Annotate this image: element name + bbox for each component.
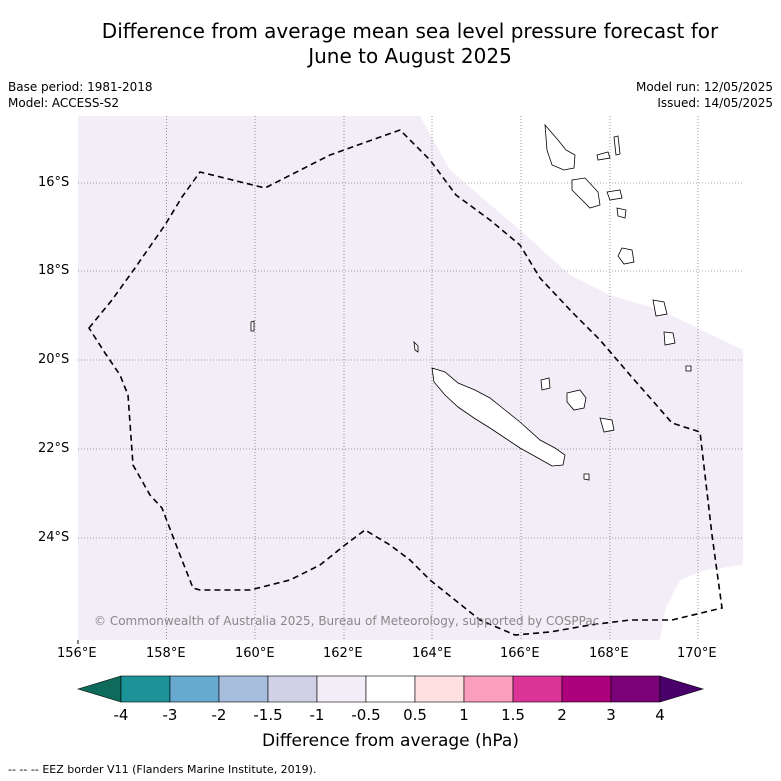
colorbar-bin-4 [316, 675, 367, 703]
colorbar-below-arrow [76, 675, 122, 703]
lat-label-22s: 22°S [38, 441, 70, 456]
lat-label-18s: 18°S [38, 263, 70, 278]
colorbar-tick-4: -1 [309, 706, 325, 724]
meta-left: Base period: 1981-2018 Model: ACCESS-S2 [8, 79, 153, 111]
colorbar-tick-3: -1.5 [253, 706, 283, 724]
island-loyalty-3 [540, 377, 551, 391]
lon-label-158e: 158°E [146, 646, 186, 661]
colorbar-bin-8 [512, 675, 563, 703]
model-run: Model run: 12/05/2025 [635, 80, 773, 94]
model-name: Model: ACCESS-S2 [8, 96, 120, 110]
island-vanuatu-7 [617, 247, 635, 265]
anomaly-region [78, 116, 743, 640]
colorbar-tick-6: 0.5 [403, 706, 427, 724]
lat-label-24s: 24°S [38, 530, 70, 545]
colorbar [76, 675, 705, 703]
issued-date: Issued: 14/05/2025 [657, 96, 773, 110]
island-east-1 [652, 299, 668, 317]
colorbar-bin-7 [463, 675, 514, 703]
lon-label-168e: 168°E [589, 646, 629, 661]
colorbar-tick-0: -4 [113, 706, 129, 724]
colorbar-tick-9: 2 [557, 706, 567, 724]
island-vanuatu-3 [613, 135, 621, 156]
island-vanuatu-5 [606, 189, 623, 201]
island-vanuatu-6 [616, 207, 627, 219]
lat-label-20s: 20°S [38, 352, 70, 367]
colorbar-above-arrow [659, 675, 705, 703]
lon-label-164e: 164°E [412, 646, 452, 661]
map-area [78, 116, 743, 640]
colorbar-tick-1: -3 [162, 706, 178, 724]
colorbar-bin-9 [561, 675, 612, 703]
colorbar-tick-2: -2 [211, 706, 227, 724]
legend-footnote: -- -- -- EEZ border V11 (Flanders Marine… [8, 763, 316, 776]
islands [250, 123, 692, 481]
colorbar-bin-1 [169, 675, 220, 703]
eez-border [88, 129, 723, 636]
colorbar-tick-11: 4 [655, 706, 665, 724]
island-loyalty-2 [599, 417, 615, 433]
colorbar-bin-2 [218, 675, 269, 703]
island-chesterfield [250, 320, 255, 332]
lon-label-156e: 156°E [57, 646, 97, 661]
island-east-2 [663, 331, 676, 346]
colorbar-tick-10: 3 [606, 706, 616, 724]
island-loyalty-4 [583, 473, 590, 481]
island-belep [413, 340, 419, 353]
island-loyalty-1 [566, 389, 587, 411]
colorbar-bin-0 [120, 675, 171, 703]
eez-legend-label: EEZ border V11 (Flanders Marine Institut… [42, 763, 317, 776]
base-period: Base period: 1981-2018 [8, 80, 153, 94]
colorbar-bins [120, 675, 661, 703]
lat-label-16s: 16°S [38, 175, 70, 190]
island-vanuatu-4 [571, 177, 601, 209]
title-line-1: Difference from average mean sea level p… [101, 19, 719, 43]
grid-lines [78, 116, 743, 640]
colorbar-bin-6 [414, 675, 465, 703]
island-vanuatu-1 [544, 123, 576, 171]
lon-label-162e: 162°E [323, 646, 363, 661]
new-caledonia-island [431, 367, 566, 467]
colorbar-tick-7: 1 [459, 706, 469, 724]
meta-right: Model run: 12/05/2025 Issued: 14/05/2025 [636, 79, 773, 111]
lon-label-170e: 170°E [677, 646, 717, 661]
eez-legend-symbol: -- -- -- [8, 763, 39, 776]
colorbar-bin-3 [267, 675, 318, 703]
lon-label-160e: 160°E [235, 646, 275, 661]
colorbar-tick-5: -0.5 [351, 706, 381, 724]
copyright-text: © Commonwealth of Australia 2025, Bureau… [94, 614, 600, 628]
island-vanuatu-2 [596, 151, 611, 161]
title-line-2: June to August 2025 [308, 44, 512, 68]
colorbar-bin-10 [610, 675, 661, 703]
colorbar-bin-5 [365, 675, 416, 703]
chart-title: Difference from average mean sea level p… [40, 19, 780, 69]
colorbar-tick-8: 1.5 [501, 706, 525, 724]
island-east-3 [685, 365, 692, 372]
colorbar-title: Difference from average (hPa) [262, 731, 519, 751]
lon-label-166e: 166°E [500, 646, 540, 661]
